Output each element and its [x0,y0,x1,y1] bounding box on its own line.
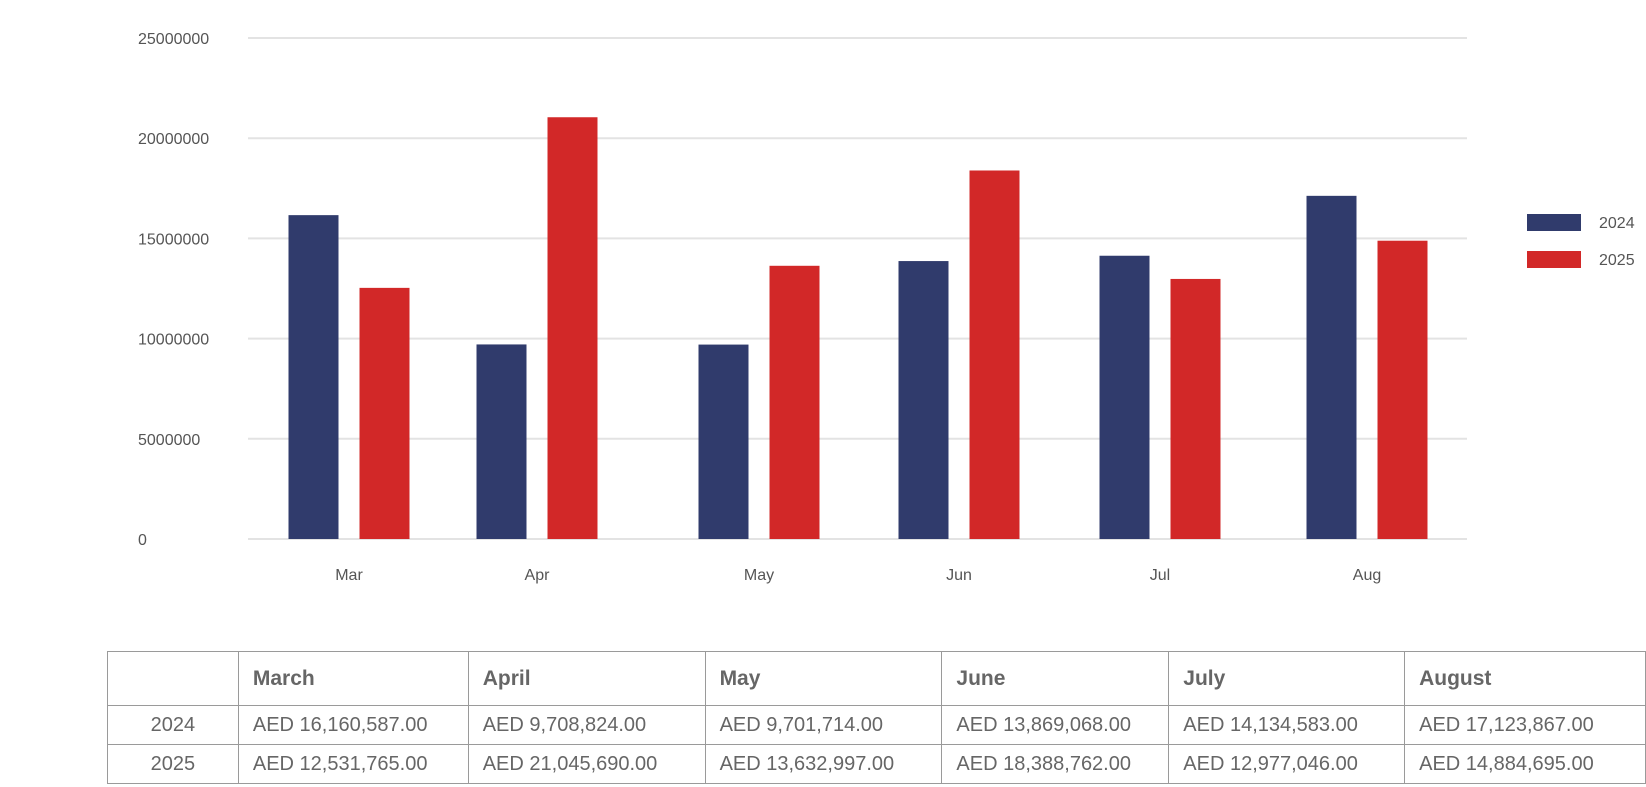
table-header-cell: March [237,651,469,706]
bar-chart: 0 5000000 10000000 15000000 20000000 25000000… [138,31,1635,584]
legend-label: 2025 [1599,252,1635,269]
table-header-cell [107,651,239,706]
table-row-label: 2025 [107,744,239,784]
table-header-row: March April May June July August [107,651,1646,706]
table-cell: AED 13,869,068.00 [941,705,1170,745]
y-tick-label: 20000000 [138,131,209,148]
table-header-cell: April [467,651,706,706]
legend-swatch [1527,214,1581,231]
table-header-cell: July [1168,651,1406,706]
bar-2025-apr [547,117,598,539]
x-axis-tick-labels: Mar Apr May Jun Jul Aug [335,567,1381,584]
bars [288,117,1428,540]
table-cell: AED 9,708,824.00 [467,705,706,745]
x-tick-label: Jul [1150,567,1170,584]
table-cell: AED 9,701,714.00 [704,705,943,745]
legend: 2024 2025 [1527,214,1635,269]
table-row: 2024 AED 16,160,587.00 AED 9,708,824.00 … [107,705,1646,745]
table-cell: AED 17,123,867.00 [1404,705,1646,745]
bar-2024-apr [476,344,527,539]
x-tick-label: May [744,567,774,584]
table-cell: AED 12,977,046.00 [1168,744,1406,784]
bar-2025-may [769,265,820,539]
table-header-cell: May [704,651,943,706]
table-row: 2025 AED 12,531,765.00 AED 21,045,690.00… [107,744,1646,784]
table-header-cell: August [1404,651,1646,706]
legend-label: 2024 [1599,215,1635,232]
bar-2024-mar [288,215,339,539]
bar-2024-jun [898,261,949,539]
table-cell: AED 13,632,997.00 [704,744,943,784]
table-cell: AED 12,531,765.00 [237,744,469,784]
bar-2024-jul [1099,255,1150,539]
table-cell: AED 16,160,587.00 [237,705,469,745]
bar-2025-mar [359,287,410,539]
table-header-cell: June [941,651,1170,706]
bar-2024-may [698,344,749,539]
y-tick-label: 5000000 [138,432,200,449]
table-cell: AED 14,134,583.00 [1168,705,1406,745]
x-tick-label: Apr [525,567,551,584]
bar-2024-aug [1306,195,1357,539]
gridlines [248,37,1467,540]
y-tick-label: 15000000 [138,231,209,248]
table-cell: AED 14,884,695.00 [1404,744,1646,784]
bar-2025-jun [969,170,1020,540]
y-tick-label: 0 [138,532,147,549]
y-tick-label: 10000000 [138,332,209,349]
y-axis-tick-labels: 0 5000000 10000000 15000000 20000000 25000000 [138,31,209,549]
x-tick-label: Jun [946,567,972,584]
x-tick-label: Mar [335,567,363,584]
legend-swatch [1527,251,1581,268]
data-table: March April May June July August 2024 AE… [107,651,1646,784]
table-row-label: 2024 [107,705,239,745]
x-tick-label: Aug [1353,567,1381,584]
table-cell: AED 18,388,762.00 [941,744,1170,784]
bar-2025-aug [1377,240,1428,540]
bar-2025-jul [1170,278,1221,539]
y-tick-label: 25000000 [138,31,209,48]
table-cell: AED 21,045,690.00 [467,744,706,784]
